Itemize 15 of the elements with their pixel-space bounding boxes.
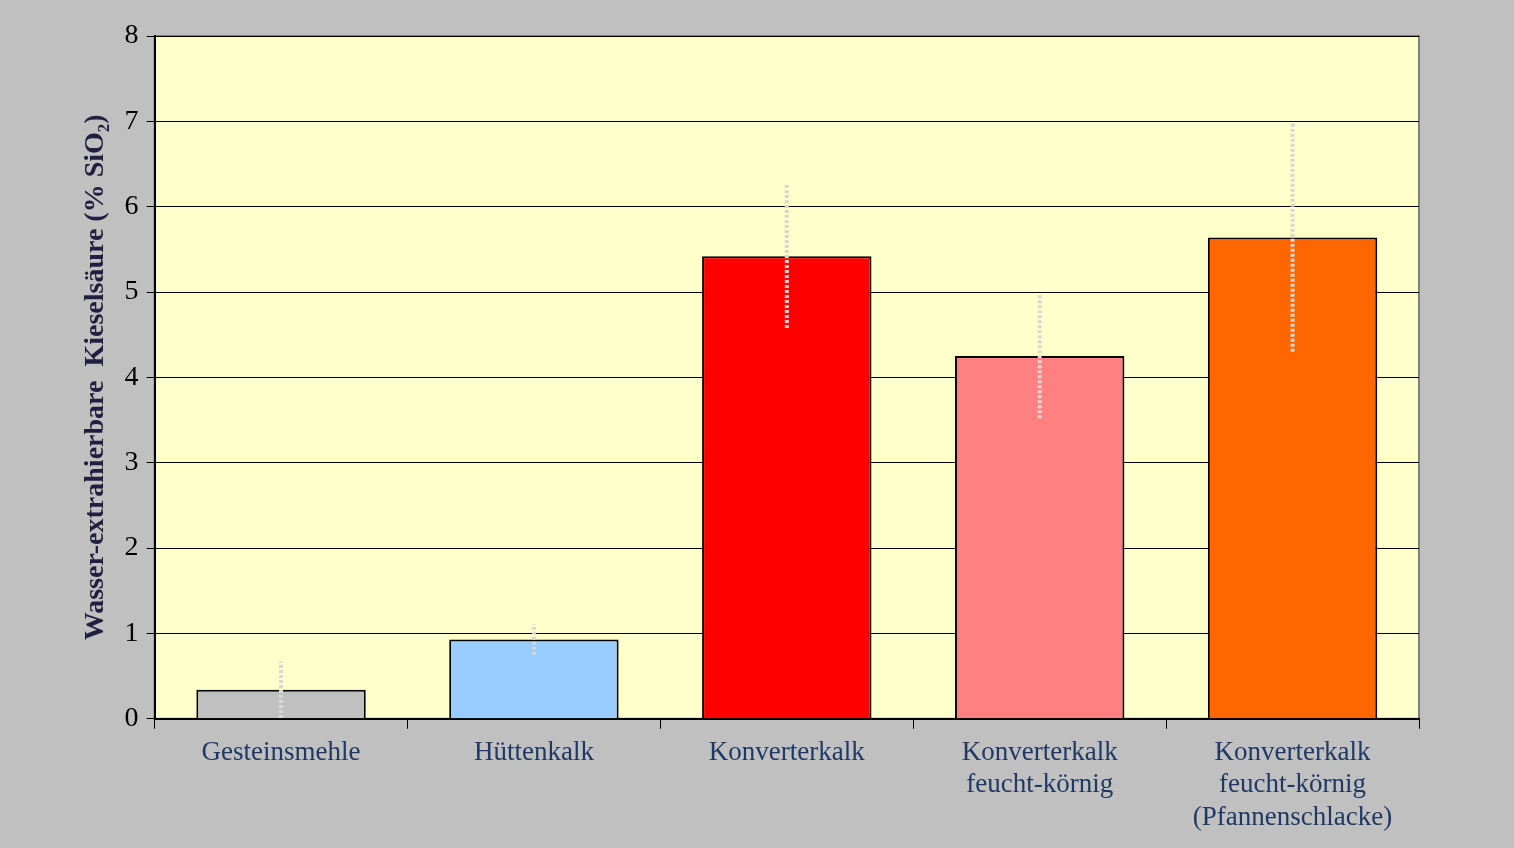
y-tick-label: 8 <box>124 18 139 50</box>
y-tick-label: 4 <box>124 359 139 391</box>
x-tick-label: Konverterkalk <box>708 736 866 767</box>
y-tick-label: 2 <box>124 530 139 562</box>
y-axis-title: Wasser-extrahierbare Kieselsäure (% SiO₂) <box>78 114 110 641</box>
y-tick-label: 3 <box>124 445 139 477</box>
y-tick-label: 7 <box>124 103 139 135</box>
y-tick-label: 0 <box>124 701 139 733</box>
x-tick-label: Hüttenkalk <box>473 736 595 767</box>
y-tick-label: 6 <box>124 189 139 221</box>
y-tick-label: 5 <box>124 274 139 306</box>
x-tick-label: Konverterkalk feucht-körnig <box>961 736 1119 799</box>
y-tick-label: 1 <box>124 615 139 647</box>
x-tick-label: Gesteinsmehle <box>201 736 361 767</box>
x-tick-label: Konverterkalk feucht-körnig (Pfannenschlacke) <box>1192 736 1393 831</box>
